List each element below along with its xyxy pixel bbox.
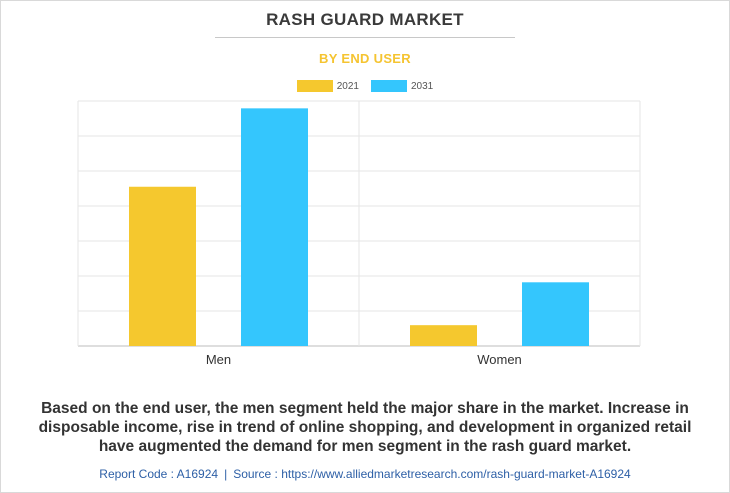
legend-swatch-2021 (296, 80, 333, 92)
bar-2021-men (129, 186, 196, 346)
legend-label-2031: 2031 (411, 80, 434, 92)
footer-separator: | (224, 467, 228, 481)
chart-subtitle: BY END USER (319, 51, 411, 66)
legend-label-2021: 2021 (336, 80, 359, 92)
title-divider (215, 37, 515, 38)
bar-2031-men (241, 108, 308, 346)
legend-item-2021: 2021 (296, 80, 359, 92)
report-code: Report Code : A16924 (99, 467, 219, 481)
footer: Report Code : A16924 | Source : https://ww… (0, 467, 730, 481)
bar-2021-women (410, 325, 477, 346)
chart-description: Based on the end user, the men segment h… (38, 400, 692, 455)
legend-swatch-2031 (371, 80, 407, 92)
x-tick-label-men: Men (206, 352, 231, 367)
legend-item-2031: 2031 (371, 80, 433, 92)
bar-2031-women (522, 282, 589, 346)
x-tick-label-women: Women (477, 352, 522, 367)
chart-legend: 2021 2031 (0, 80, 730, 92)
source-link[interactable]: Source : https://www.alliedmarketresearc… (233, 467, 631, 481)
bar-chart-plot: Men Women (77, 100, 641, 367)
chart-title: RASH GUARD MARKET (266, 10, 464, 29)
